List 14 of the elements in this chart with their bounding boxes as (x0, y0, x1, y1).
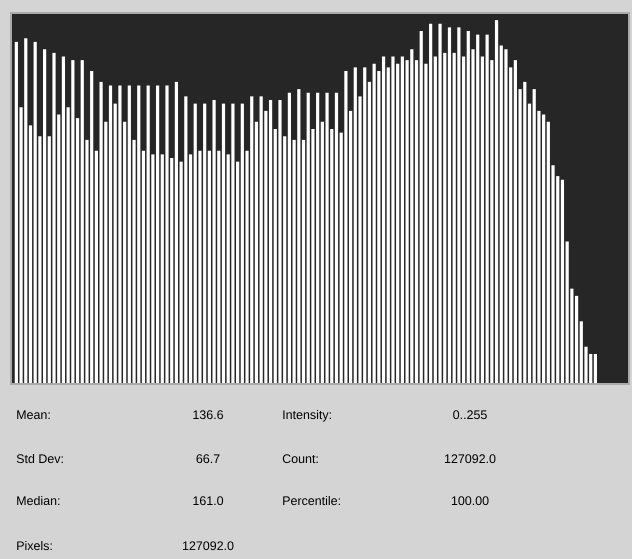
text: 100.00 (452, 496, 489, 506)
text: Percentile: (283, 496, 340, 506)
text: Std Dev: (16, 454, 63, 464)
text: 0..255 (453, 410, 487, 420)
text: 66.7 (196, 454, 220, 464)
text: Mean: (17, 410, 50, 420)
text: Count: (282, 454, 318, 464)
text: Median: (17, 496, 60, 506)
text: Pixels: (17, 540, 52, 550)
text: 161.0 (193, 496, 224, 506)
text: 127092.0 (444, 454, 496, 464)
text: 136.6 (193, 410, 224, 420)
text: Intensity: (283, 410, 331, 422)
text: 127092.0 (182, 541, 234, 550)
